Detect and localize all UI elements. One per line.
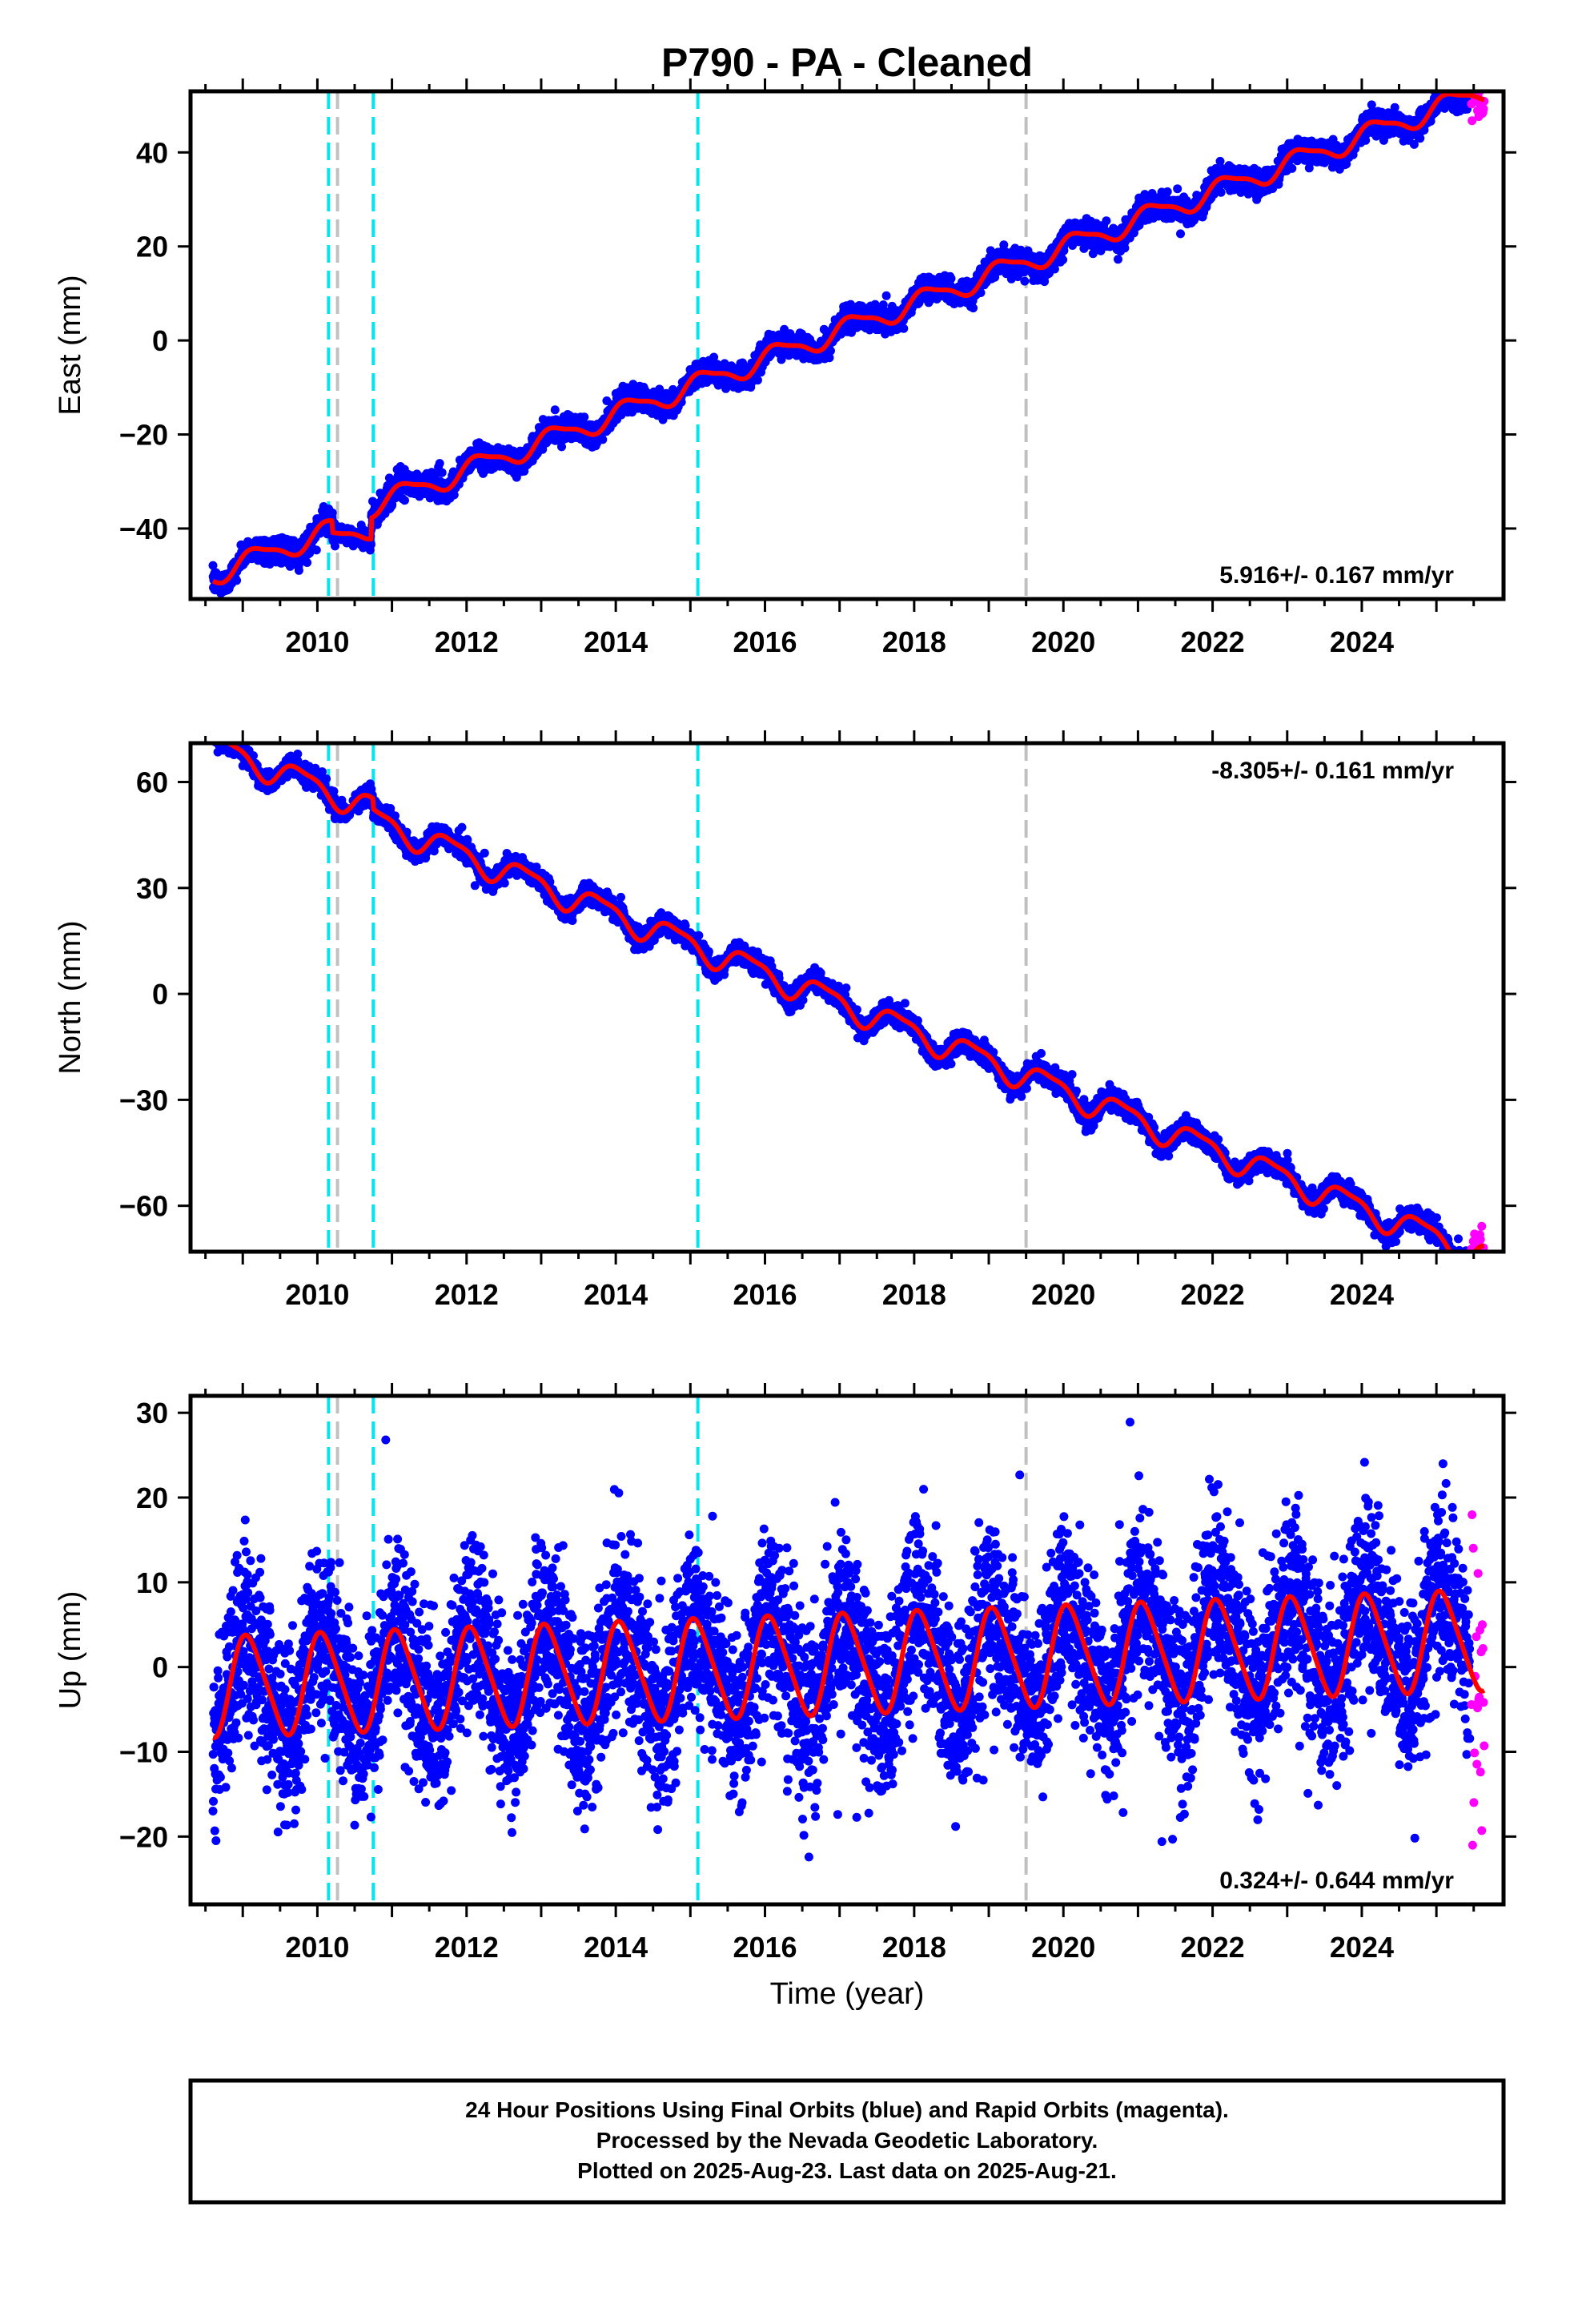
data-point [327,508,337,517]
data-point [598,435,608,444]
data-point [431,470,440,480]
chart-title: P790 - PA - Cleaned [661,40,1033,85]
data-point [366,540,375,549]
data-point [1215,156,1225,166]
data-point [435,459,444,468]
data-point [557,442,566,452]
data-point [1162,187,1172,196]
data-point [1050,264,1059,274]
data-point [881,291,891,300]
data-point [331,541,339,551]
data-point [946,274,956,283]
panel-east: 2010 2012 2014 2016 2018 2020 2022 2024−40−2002… [54,78,1516,658]
data-point [538,444,548,454]
data-point [580,412,589,422]
data-point [550,405,560,415]
data-point [232,576,242,585]
data-point [400,496,409,505]
panels-group: 2010 2012 2014 2016 2018 2020 2022 2024−40−2002… [54,78,1516,1964]
data-point [899,324,909,333]
data-point [628,380,638,389]
data-point [1114,255,1122,264]
data-point [208,561,218,570]
final-orbit-points [208,91,1475,598]
data-point [437,468,447,477]
data-point [1020,276,1030,286]
data-point [1176,229,1185,239]
data-point [1173,184,1182,194]
data-point [387,500,397,509]
data-point [294,565,303,575]
data-point [1058,255,1068,264]
data-point [1216,187,1226,197]
data-point [655,384,665,394]
data-point [303,558,312,567]
plot-area [208,91,1489,599]
data-point [826,346,835,356]
data-point [449,490,459,500]
data-point [1102,216,1111,226]
data-point [311,545,321,555]
data-point [969,304,978,313]
